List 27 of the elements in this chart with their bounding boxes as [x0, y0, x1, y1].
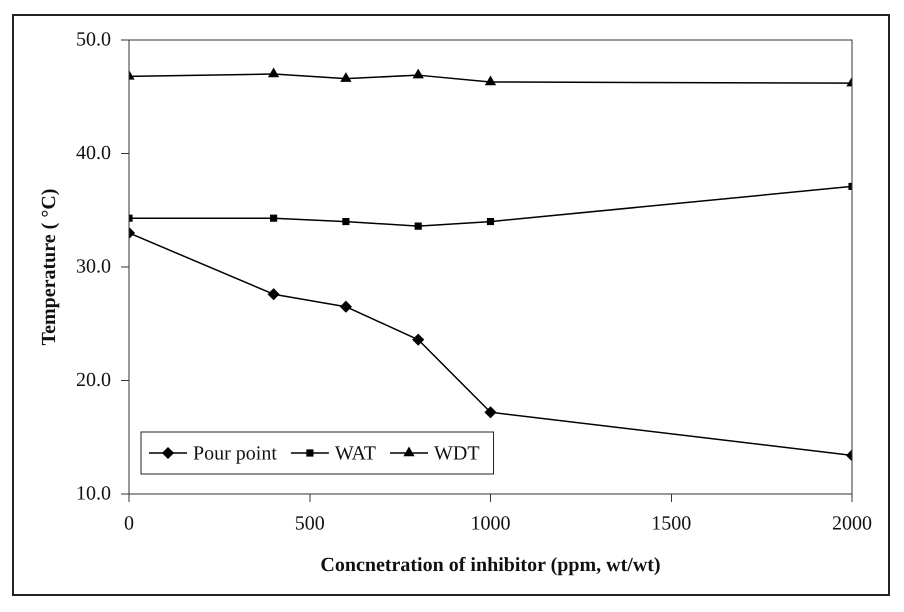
point [414, 222, 422, 230]
x-axis-title: Concnetration of inhibitor (ppm, wt/wt) [320, 554, 661, 576]
point [268, 68, 279, 78]
x-tick-label: 2000 [832, 512, 872, 534]
point [268, 288, 280, 300]
point [486, 218, 494, 226]
x-tick-label: 1500 [651, 512, 692, 534]
x-tick-label: 1000 [470, 512, 510, 534]
y-tick-label: 50.0 [76, 28, 111, 50]
point [340, 300, 352, 312]
x-tick-label: 500 [294, 512, 325, 534]
legend-label: WDT [434, 442, 480, 464]
point [270, 214, 278, 222]
point [413, 69, 424, 78]
legend-label: Pour point [193, 442, 278, 464]
point [340, 72, 351, 82]
y-axis-title: Temperature ( °C) [38, 188, 60, 346]
point [342, 218, 350, 226]
point [485, 76, 496, 86]
point [412, 334, 424, 346]
y-tick-label: 20.0 [76, 368, 111, 391]
y-tick-label: 30.0 [76, 255, 111, 278]
y-tick-label: 10.0 [76, 482, 111, 504]
x-tick-label: 0 [124, 512, 134, 534]
legend-label: WAT [334, 442, 376, 464]
y-tick-label: 40.0 [76, 142, 111, 164]
point [484, 406, 496, 418]
